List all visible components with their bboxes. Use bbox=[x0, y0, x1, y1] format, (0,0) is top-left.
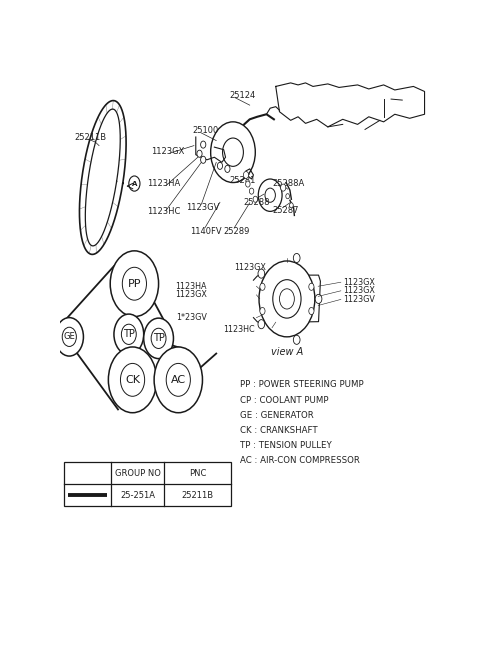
Circle shape bbox=[258, 319, 264, 328]
Circle shape bbox=[309, 283, 314, 290]
Circle shape bbox=[201, 156, 206, 164]
Text: GROUP NO: GROUP NO bbox=[115, 469, 161, 478]
Text: 1123GX: 1123GX bbox=[151, 147, 184, 156]
Circle shape bbox=[217, 162, 223, 170]
Polygon shape bbox=[80, 101, 126, 254]
Text: GE: GE bbox=[63, 332, 75, 342]
Circle shape bbox=[246, 181, 250, 187]
Text: CP : COOLANT PUMP: CP : COOLANT PUMP bbox=[240, 396, 329, 405]
Text: 1123HA: 1123HA bbox=[147, 179, 180, 188]
Text: 1140FV: 1140FV bbox=[190, 227, 222, 236]
Text: 1123GV: 1123GV bbox=[186, 203, 220, 212]
Text: CK: CK bbox=[125, 375, 140, 385]
Text: 1123GX: 1123GX bbox=[234, 263, 265, 271]
Text: TP: TP bbox=[123, 329, 135, 339]
Circle shape bbox=[253, 196, 258, 202]
Text: 25288A: 25288A bbox=[273, 179, 305, 188]
Text: TP: TP bbox=[153, 333, 165, 344]
Circle shape bbox=[281, 184, 286, 191]
Text: 1123GX: 1123GX bbox=[343, 286, 374, 295]
Circle shape bbox=[309, 307, 314, 315]
Text: 1123GX: 1123GX bbox=[175, 290, 207, 300]
Text: GE : GENERATOR: GE : GENERATOR bbox=[240, 411, 314, 420]
Circle shape bbox=[201, 141, 206, 148]
Circle shape bbox=[258, 269, 264, 278]
Circle shape bbox=[154, 347, 203, 413]
Text: 25211B: 25211B bbox=[181, 491, 214, 500]
Circle shape bbox=[110, 251, 158, 317]
Circle shape bbox=[315, 294, 322, 304]
Text: 25211B: 25211B bbox=[75, 133, 107, 141]
Text: AC : AIR-CON COMPRESSOR: AC : AIR-CON COMPRESSOR bbox=[240, 457, 360, 465]
Circle shape bbox=[293, 254, 300, 263]
Circle shape bbox=[108, 347, 157, 413]
Text: 25288: 25288 bbox=[243, 198, 270, 207]
Text: 25287: 25287 bbox=[273, 206, 300, 215]
Circle shape bbox=[114, 314, 144, 355]
Circle shape bbox=[197, 150, 202, 157]
Text: 1*23GV: 1*23GV bbox=[176, 313, 207, 322]
Text: A: A bbox=[132, 181, 137, 187]
Circle shape bbox=[260, 307, 265, 315]
Text: view A: view A bbox=[271, 347, 303, 357]
Text: TP : TENSION PULLEY: TP : TENSION PULLEY bbox=[240, 441, 332, 450]
Text: 1123HC: 1123HC bbox=[223, 325, 254, 334]
Text: PP : POWER STEERING PUMP: PP : POWER STEERING PUMP bbox=[240, 380, 364, 390]
Bar bbox=[64, 463, 231, 507]
Circle shape bbox=[144, 318, 173, 359]
Text: PP: PP bbox=[128, 279, 141, 288]
Text: 25281: 25281 bbox=[229, 175, 256, 185]
Text: 25124: 25124 bbox=[229, 91, 255, 99]
Text: 1123HC: 1123HC bbox=[147, 207, 181, 216]
Text: 1123GX: 1123GX bbox=[343, 278, 374, 286]
Circle shape bbox=[225, 166, 230, 172]
Circle shape bbox=[259, 261, 315, 337]
Text: AC: AC bbox=[171, 375, 186, 385]
Circle shape bbox=[249, 188, 254, 194]
Circle shape bbox=[260, 283, 265, 290]
Circle shape bbox=[289, 203, 293, 208]
Text: 1123GV: 1123GV bbox=[343, 295, 374, 304]
Text: 1123HA: 1123HA bbox=[176, 282, 207, 291]
Text: 25289: 25289 bbox=[224, 227, 250, 236]
Text: 25100: 25100 bbox=[192, 126, 218, 135]
Text: CK : CRANKSHAFT: CK : CRANKSHAFT bbox=[240, 426, 318, 435]
Circle shape bbox=[286, 194, 289, 198]
Circle shape bbox=[243, 171, 249, 179]
Text: PNC: PNC bbox=[189, 469, 206, 478]
Circle shape bbox=[55, 317, 84, 356]
Circle shape bbox=[293, 335, 300, 344]
Text: 25-251A: 25-251A bbox=[120, 491, 156, 500]
